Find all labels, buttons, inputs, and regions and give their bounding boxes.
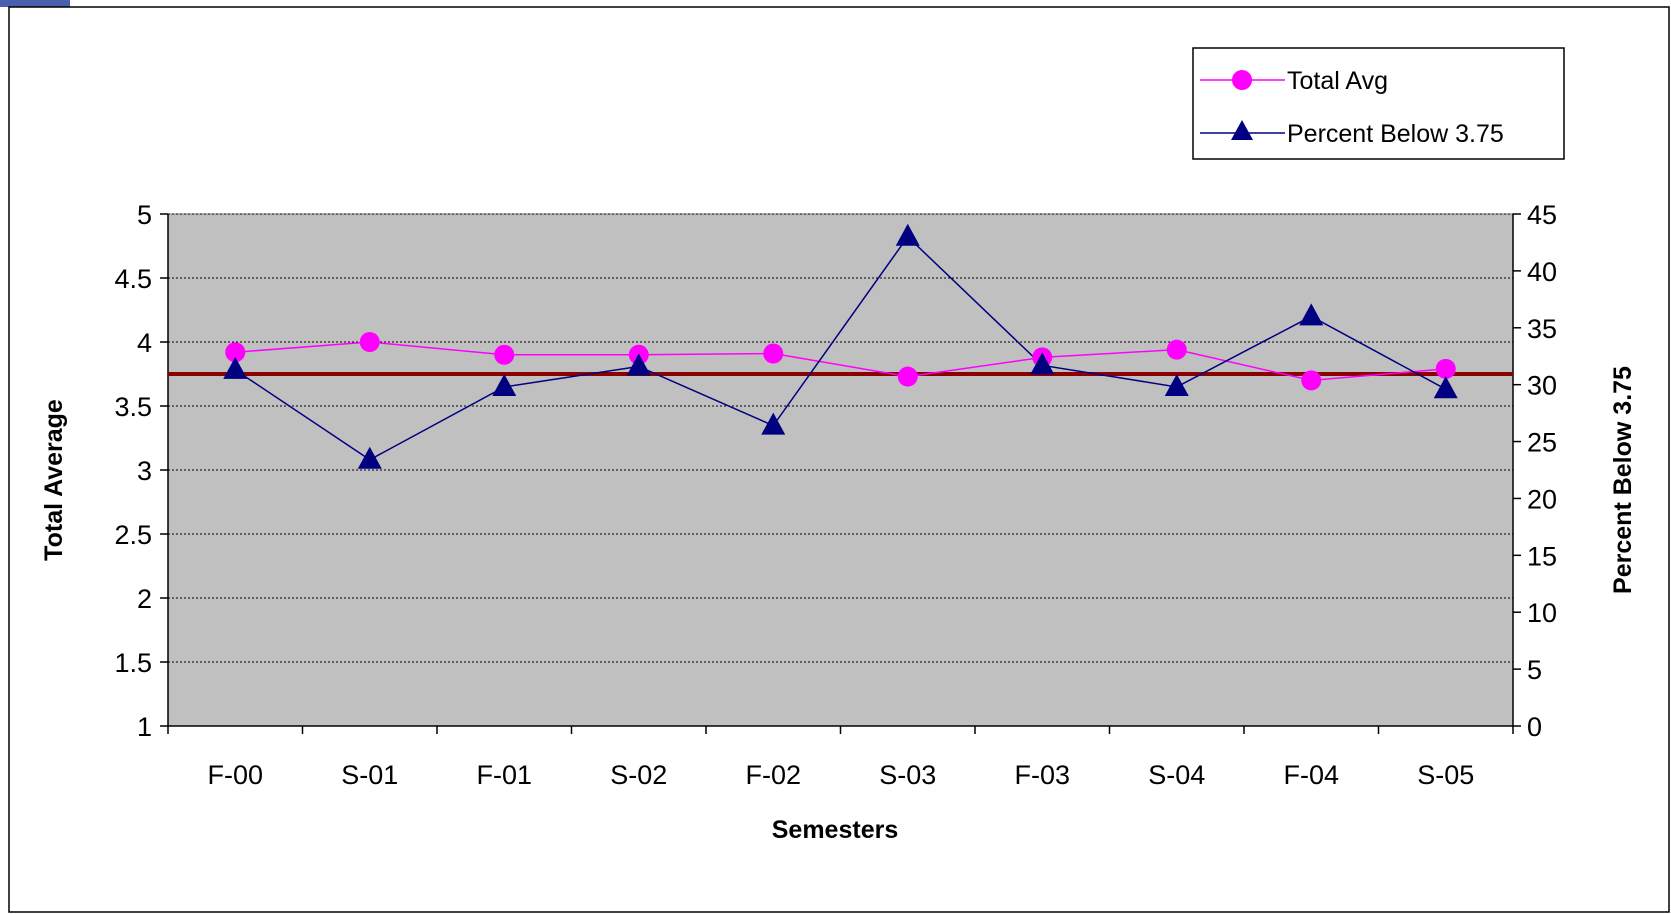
y2-tick-label: 10 [1527, 598, 1557, 628]
y2-tick-label: 25 [1527, 428, 1557, 458]
y2-axis-title: Percent Below 3.75 [1609, 366, 1637, 594]
data-point-triangle [357, 446, 382, 469]
data-point-circle [1435, 358, 1456, 379]
y2-tick-label: 35 [1527, 314, 1557, 344]
data-point-triangle [1164, 373, 1189, 396]
data-point-triangle [223, 356, 248, 379]
data-point-circle [1301, 370, 1322, 391]
data-point-circle [897, 366, 918, 387]
y-tick-label: 3.5 [114, 392, 152, 422]
data-point-triangle [1299, 303, 1324, 326]
x-tick-label: S-05 [1417, 760, 1474, 790]
series-group [223, 223, 1458, 469]
x-tick-label: F-02 [745, 760, 801, 790]
x-axis-ticks: F-00 S-01 F-01 S-02 F-02 S-03 F-03 S-04 F-04 S-05 [167, 726, 1514, 790]
data-point-circle [494, 344, 515, 365]
data-point-triangle [626, 353, 651, 376]
y2-tick-label: 40 [1527, 257, 1557, 287]
left-axis-ticks: 1 1.5 2 2.5 3 3.5 4 4.5 5 [114, 200, 168, 742]
y-tick-label: 5 [137, 200, 152, 230]
y-axis-title: Total Average [40, 399, 68, 561]
data-point-circle [763, 343, 784, 364]
y2-tick-label: 20 [1527, 484, 1557, 514]
series-line-1 [234, 235, 1447, 461]
legend-marker-circle [1232, 70, 1252, 90]
y-tick-label: 1.5 [114, 648, 152, 678]
data-point-triangle [761, 412, 786, 435]
x-tick-label: S-04 [1148, 760, 1205, 790]
x-tick-label: S-03 [879, 760, 936, 790]
y-tick-label: 3 [137, 456, 152, 486]
x-tick-label: F-00 [207, 760, 263, 790]
y-tick-label: 4.5 [114, 264, 152, 294]
x-tick-label: F-03 [1014, 760, 1070, 790]
data-point-triangle [492, 373, 517, 396]
y2-tick-label: 5 [1527, 655, 1542, 685]
gridlines [168, 213, 1513, 663]
y-tick-label: 1 [137, 712, 152, 742]
right-axis-ticks: 0 5 10 15 20 25 30 35 40 45 [1513, 200, 1557, 742]
data-point-triangle [1030, 352, 1055, 375]
y2-tick-label: 30 [1527, 371, 1557, 401]
legend-box [1192, 47, 1565, 160]
y2-tick-label: 15 [1527, 541, 1557, 571]
x-tick-label: F-01 [476, 760, 532, 790]
legend-label-total-avg: Total Avg [1287, 67, 1388, 95]
data-point-circle [1166, 339, 1187, 360]
data-point-triangle [1433, 376, 1458, 399]
data-point-circle [225, 342, 246, 363]
y2-tick-label: 0 [1527, 712, 1542, 742]
corner-accent [0, 0, 70, 7]
data-point-triangle [895, 223, 920, 246]
legend: Total Avg Percent Below 3.75 [1192, 47, 1565, 160]
series-line-0 [235, 341, 1446, 382]
y2-tick-label: 45 [1527, 200, 1557, 230]
y-tick-label: 2.5 [114, 520, 152, 550]
x-tick-label: F-04 [1283, 760, 1339, 790]
x-axis-title: Semesters [772, 816, 898, 844]
legend-marker-triangle [1231, 120, 1253, 140]
x-tick-label: S-01 [341, 760, 398, 790]
y-tick-label: 2 [137, 584, 152, 614]
legend-label-percent-below: Percent Below 3.75 [1287, 120, 1504, 148]
y-tick-label: 4 [137, 328, 152, 358]
data-point-circle [359, 332, 380, 352]
x-tick-label: S-02 [610, 760, 667, 790]
